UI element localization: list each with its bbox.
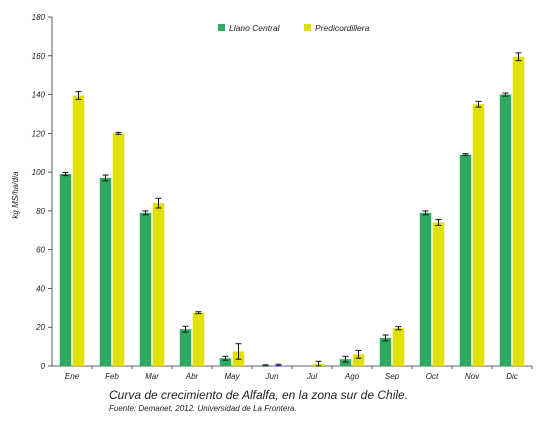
y-tick-label: 60 xyxy=(36,246,45,255)
figure-caption: Curva de crecimiento de Alfalfa, en la z… xyxy=(109,388,529,414)
legend-swatch xyxy=(218,24,225,31)
x-tick-label: Dic xyxy=(506,372,518,381)
bar-predicordillera xyxy=(352,354,365,366)
y-tick-label: 120 xyxy=(32,129,46,138)
x-tick-label: Mar xyxy=(145,372,159,381)
bar-llano-central xyxy=(419,212,432,366)
bar-predicordillera xyxy=(192,312,205,366)
bar-predicordillera xyxy=(432,222,445,366)
bar-llano-central xyxy=(379,337,392,366)
x-tick-label: Jul xyxy=(306,372,317,381)
legend-label: Llano Central xyxy=(229,23,281,33)
y-tick-label: 80 xyxy=(36,207,45,216)
bar-llano-central xyxy=(179,329,192,366)
legend-swatch xyxy=(304,24,311,31)
x-tick-label: Ago xyxy=(344,372,360,381)
bar-llano-central xyxy=(99,177,112,366)
caption-title: Curva de crecimiento de Alfalfa, en la z… xyxy=(109,388,409,402)
bar-predicordillera xyxy=(112,133,125,366)
legend-label: Predicordillera xyxy=(315,23,370,33)
x-tick-label: May xyxy=(224,372,240,381)
x-tick-label: Abr xyxy=(185,372,199,381)
bars-layer xyxy=(59,52,525,367)
legend: Llano Central Predicordillera xyxy=(218,23,370,33)
x-tick-label: Sep xyxy=(385,372,400,381)
y-axis: 0 20 40 60 80 100 120 140 160 180 xyxy=(32,13,53,371)
bar-llano-central xyxy=(139,212,152,366)
y-tick-label: 100 xyxy=(32,168,46,177)
bar-predicordillera xyxy=(72,95,85,367)
x-axis: Ene Feb Mar Abr May Jun Jul Ago Sep Oct Nov Dic xyxy=(52,365,533,381)
caption-source: Fuente: Demanet, 2012. Universidad de La… xyxy=(109,404,297,413)
x-tick-label: Ene xyxy=(65,372,80,381)
bar-llano-central xyxy=(59,174,72,366)
bar-llano-central xyxy=(499,94,512,367)
x-tick-label: Nov xyxy=(465,372,480,381)
y-tick-label: 0 xyxy=(41,362,46,371)
y-tick-label: 160 xyxy=(32,52,46,61)
y-axis-label: kg MS/ha/día xyxy=(11,171,20,219)
x-tick-label: Jun xyxy=(265,372,279,381)
y-tick-label: 180 xyxy=(32,13,46,22)
bar-llano-central xyxy=(459,154,472,366)
bar-predicordillera xyxy=(152,203,165,366)
bar-chart: 0 20 40 60 80 100 120 140 160 180 Ene Feb Mar Abr May… xyxy=(11,13,533,381)
bar-predicordillera xyxy=(472,104,485,366)
y-tick-label: 40 xyxy=(36,284,45,293)
y-tick-label: 140 xyxy=(32,91,46,100)
y-tick-label: 20 xyxy=(35,323,45,332)
bar-predicordillera xyxy=(392,328,405,366)
x-tick-label: Feb xyxy=(105,372,119,381)
bar-predicordillera xyxy=(512,56,525,366)
bar-llano-central xyxy=(219,358,232,366)
x-tick-label: Oct xyxy=(426,372,439,381)
